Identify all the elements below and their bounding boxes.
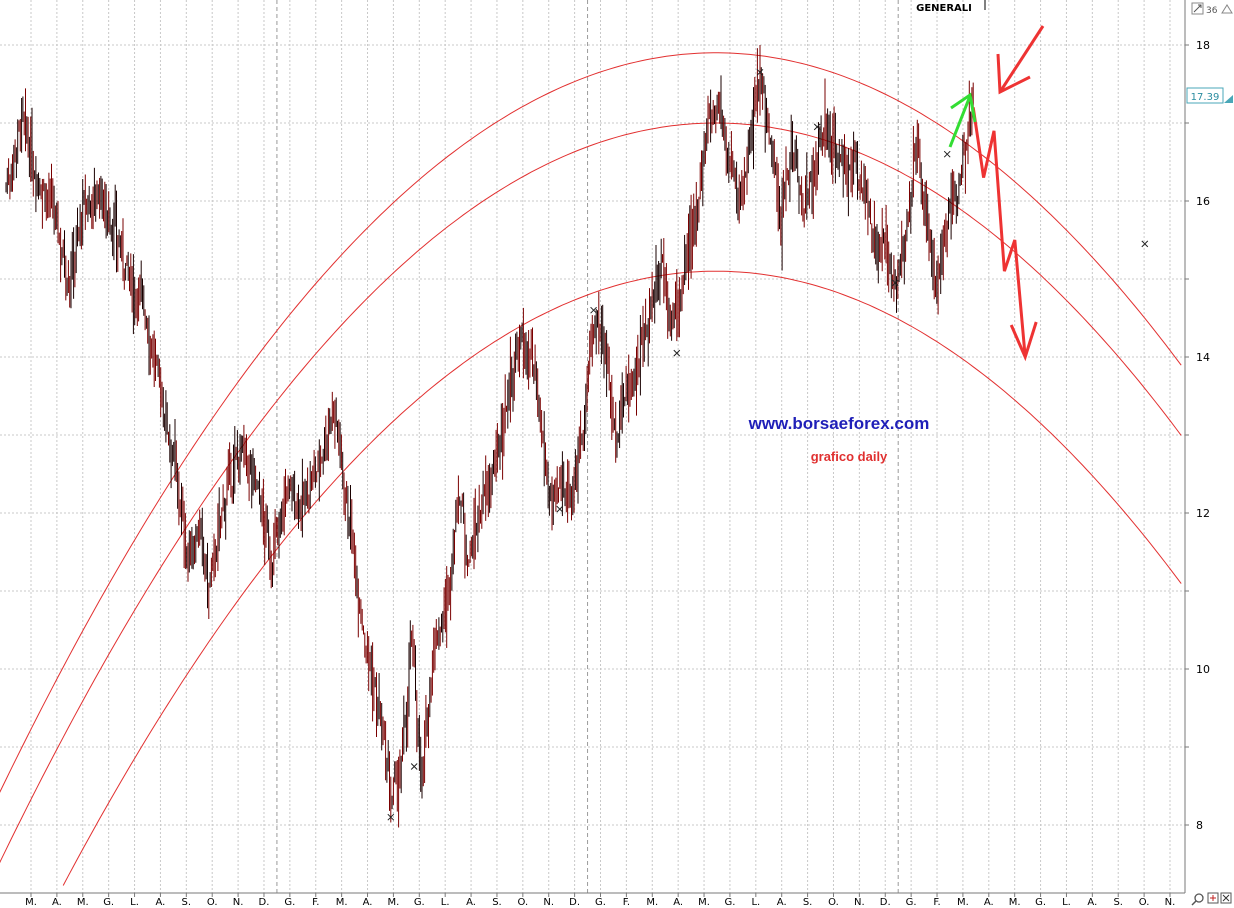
x-tick-label: S. xyxy=(492,897,502,908)
x-tick-label: A. xyxy=(673,897,683,908)
x-tick-label: G. xyxy=(724,897,735,908)
x-tick-label: M. xyxy=(25,897,37,908)
x-tick-label: M. xyxy=(336,897,348,908)
zoom-icon[interactable] xyxy=(1191,893,1204,906)
annotation-arrows xyxy=(948,25,1045,362)
y-tick-label: 18 xyxy=(1196,39,1210,52)
x-tick-label: L. xyxy=(1062,897,1071,908)
pivot-markers xyxy=(387,68,1149,821)
pivot-marker xyxy=(410,763,418,770)
top-arrowhead-icon xyxy=(996,53,1031,95)
x-tick-label: O. xyxy=(1139,897,1150,908)
last-price-pointer-icon xyxy=(1224,95,1233,103)
y-tick-label: 16 xyxy=(1196,195,1210,208)
x-tick-label: G. xyxy=(103,897,114,908)
y-axis: 18 16 14 12 10 8 xyxy=(1185,39,1210,832)
green-arrowhead-icon xyxy=(950,92,977,123)
price-bars xyxy=(5,45,974,828)
scale-settings-icon[interactable] xyxy=(1191,2,1204,15)
x-tick-label: D. xyxy=(569,897,580,908)
grid-toggle-icon[interactable] xyxy=(1220,892,1232,904)
x-tick-label: S. xyxy=(182,897,192,908)
x-tick-label: M. xyxy=(1009,897,1021,908)
x-tick-label: L. xyxy=(441,897,450,908)
chart-title: GENERALI xyxy=(916,3,972,14)
green-arrow-line xyxy=(948,95,972,148)
last-price-label: 17.39 xyxy=(1191,92,1220,103)
pivot-marker xyxy=(891,279,899,287)
pivot-marker xyxy=(387,813,395,821)
x-tick-label: F. xyxy=(312,897,319,908)
x-tick-label: F. xyxy=(933,897,940,908)
x-tick-label: M. xyxy=(388,897,400,908)
x-tick-label: G. xyxy=(1035,897,1046,908)
pivot-marker xyxy=(673,349,681,357)
x-tick-label: G. xyxy=(284,897,295,908)
x-tick-label: O. xyxy=(518,897,529,908)
x-tick-label: A. xyxy=(156,897,166,908)
x-tick-label: F. xyxy=(623,897,630,908)
y-tick-label: 14 xyxy=(1196,351,1210,364)
pivot-marker xyxy=(756,68,764,76)
x-tick-label: M. xyxy=(77,897,89,908)
chart-subtitle: grafico daily xyxy=(811,449,888,464)
x-tick-label: A. xyxy=(52,897,62,908)
channel-upper xyxy=(0,52,1182,793)
y-tick-label: 8 xyxy=(1196,819,1203,832)
x-tick-label: M. xyxy=(646,897,658,908)
x-tick-label: A. xyxy=(363,897,373,908)
x-tick-label: O. xyxy=(828,897,839,908)
top-arrow-line xyxy=(998,25,1045,93)
pivot-marker xyxy=(1141,240,1149,248)
x-tick-label: N. xyxy=(1165,897,1176,908)
x-tick-label: M. xyxy=(957,897,969,908)
x-tick-label: O. xyxy=(207,897,218,908)
zoom-handle xyxy=(1191,900,1197,906)
plot-background xyxy=(0,0,1185,893)
scale-settings-glyph xyxy=(1193,4,1202,13)
y-tick-label: 10 xyxy=(1196,663,1210,676)
pivot-marker xyxy=(590,306,597,314)
x-tick-label: S. xyxy=(803,897,813,908)
projection-arrowhead-icon xyxy=(1009,321,1038,362)
up-arrow-icon[interactable] xyxy=(1221,4,1233,14)
crosshair-icon[interactable] xyxy=(1207,892,1219,904)
scale-value-icon[interactable]: 36 xyxy=(1206,6,1218,16)
x-tick-label: G. xyxy=(414,897,425,908)
last-price-badge: 17.39 xyxy=(1186,87,1233,104)
x-tick-label: A. xyxy=(777,897,787,908)
x-tick-label: L. xyxy=(130,897,139,908)
pivot-marker xyxy=(943,150,951,158)
x-tick-label: G. xyxy=(906,897,917,908)
x-tick-label: D. xyxy=(259,897,270,908)
x-tick-label: N. xyxy=(233,897,244,908)
x-tick-label: L. xyxy=(751,897,760,908)
zoom-lens[interactable] xyxy=(1194,893,1204,903)
channel-lower xyxy=(62,270,1182,886)
x-tick-label: A. xyxy=(1087,897,1097,908)
x-tick-label: D. xyxy=(880,897,891,908)
x-tick-label: N. xyxy=(543,897,554,908)
grid-toggle-glyph xyxy=(1222,894,1230,902)
x-tick-label: M. xyxy=(698,897,710,908)
x-tick-label: S. xyxy=(1113,897,1123,908)
last-price-box xyxy=(1186,87,1224,104)
pivot-marker xyxy=(813,123,821,131)
x-axis: M. A. M. G. L. A. S. O. N. D. G. F. M. A. M. G. L. A. S. O.… xyxy=(25,893,1175,908)
y-tick-label: 12 xyxy=(1196,507,1210,520)
crosshair-glyph xyxy=(1210,895,1216,901)
projection-arrow-line xyxy=(971,107,1027,358)
x-tick-label: A. xyxy=(466,897,476,908)
pivot-marker xyxy=(556,505,564,513)
x-tick-label: A. xyxy=(984,897,994,908)
x-tick-label: N. xyxy=(854,897,865,908)
x-tick-label: G. xyxy=(595,897,606,908)
watermark-url: www.borsaeforex.com xyxy=(748,414,930,433)
